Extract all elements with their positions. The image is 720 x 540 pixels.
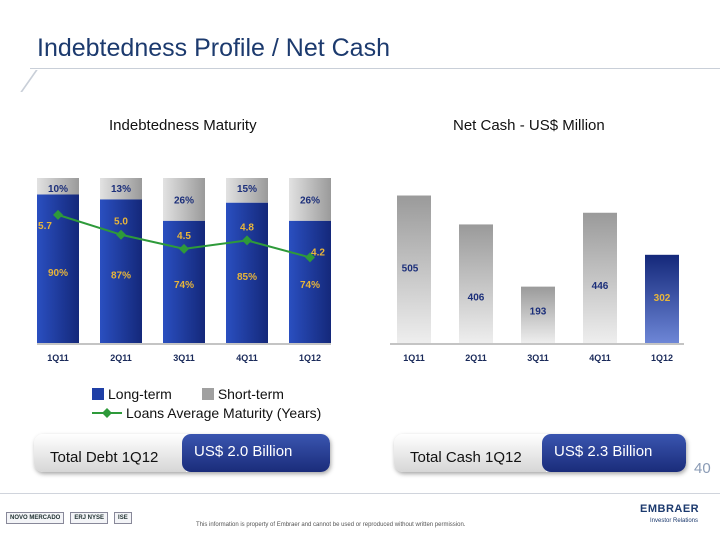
maturity-average-label: 4.2 xyxy=(311,247,325,258)
maturity-chart-title: Indebtedness Maturity xyxy=(109,117,257,134)
maturity-label-long-term: 85% xyxy=(237,272,257,283)
netcash-value-label: 505 xyxy=(402,264,419,275)
logo-erj-nyse: ERJ NYSE xyxy=(70,512,109,524)
footer-logos: NOVO MERCADO ERJ NYSE ISE xyxy=(6,512,132,524)
maturity-label-long-term: 74% xyxy=(300,280,320,291)
netcash-category-label: 1Q11 xyxy=(403,353,425,363)
maturity-category-label: 2Q11 xyxy=(110,353,132,363)
maturity-label-short-term: 15% xyxy=(237,184,257,195)
netcash-bar xyxy=(459,224,493,343)
netcash-category-label: 2Q11 xyxy=(465,353,487,363)
total-debt-value: US$ 2.0 Billion xyxy=(182,434,330,472)
total-cash-callout: Total Cash 1Q12 US$ 2.3 Billion xyxy=(394,434,686,472)
maturity-label-short-term: 26% xyxy=(174,195,194,206)
legend-long-term-swatch xyxy=(92,387,104,400)
title-rule xyxy=(30,68,720,69)
total-debt-label: Total Debt 1Q12 xyxy=(34,434,186,472)
total-debt-callout: Total Debt 1Q12 US$ 2.0 Billion xyxy=(34,434,330,472)
maturity-label-short-term: 26% xyxy=(300,195,320,206)
netcash-bar xyxy=(583,212,617,343)
maturity-average-label: 5.0 xyxy=(114,217,128,228)
footer-disclaimer: This information is property of Embraer … xyxy=(196,522,466,528)
netcash-category-label: 4Q11 xyxy=(589,353,611,363)
netcash-bar xyxy=(645,254,679,343)
netcash-value-label: 302 xyxy=(654,293,671,304)
total-cash-label: Total Cash 1Q12 xyxy=(394,434,546,472)
maturity-average-point xyxy=(116,229,126,240)
maturity-bar-short-term xyxy=(100,178,142,200)
maturity-bar-long-term xyxy=(100,199,142,343)
maturity-label-long-term: 74% xyxy=(174,280,194,291)
legend-long-term: Long-term xyxy=(108,385,172,402)
maturity-label-long-term: 87% xyxy=(111,270,131,281)
maturity-bar-long-term xyxy=(163,220,205,343)
netcash-value-label: 446 xyxy=(592,281,609,292)
maturity-legend: Long-term Short-term Loans Average Matur… xyxy=(92,384,321,422)
legend-avg-maturity: Loans Average Maturity (Years) xyxy=(126,404,322,421)
legend-short-term-swatch xyxy=(201,387,214,400)
maturity-bar-short-term xyxy=(163,178,205,221)
legend-short-term: Short-term xyxy=(217,385,284,402)
netcash-bar xyxy=(521,286,555,343)
maturity-label-short-term: 13% xyxy=(111,184,131,195)
total-cash-value: US$ 2.3 Billion xyxy=(542,434,686,472)
legend-line-swatch xyxy=(92,407,122,418)
maturity-average-label: 4.5 xyxy=(177,231,191,242)
maturity-bar-short-term xyxy=(37,178,79,195)
netcash-category-label: 1Q12 xyxy=(651,353,673,363)
maturity-average-label: 5.7 xyxy=(38,221,52,232)
maturity-average-point xyxy=(305,252,315,263)
maturity-average-label: 4.8 xyxy=(240,222,254,233)
maturity-average-point xyxy=(53,209,63,220)
maturity-bar-short-term xyxy=(289,178,331,221)
maturity-average-point xyxy=(242,235,252,246)
embraer-logo: EMBRAER xyxy=(640,503,700,515)
maturity-category-label: 1Q11 xyxy=(47,353,69,363)
maturity-bar-long-term xyxy=(289,220,331,343)
maturity-bar-long-term xyxy=(226,202,268,343)
logo-ise: ISE xyxy=(114,512,132,524)
maturity-category-label: 4Q11 xyxy=(236,353,258,363)
logo-novo-mercado: NOVO MERCADO xyxy=(6,512,65,524)
page-title: Indebtedness Profile / Net Cash xyxy=(37,34,390,62)
maturity-label-long-term: 90% xyxy=(48,268,68,279)
netcash-category-label: 3Q11 xyxy=(527,353,549,363)
netcash-bar xyxy=(397,195,431,343)
netcash-chart-title: Net Cash - US$ Million xyxy=(453,117,605,134)
page-number: 40 xyxy=(694,460,711,477)
netcash-value-label: 406 xyxy=(468,292,485,303)
maturity-category-label: 3Q11 xyxy=(173,353,195,363)
maturity-label-short-term: 10% xyxy=(48,184,68,195)
footer-rule xyxy=(0,493,720,494)
maturity-average-point xyxy=(179,243,189,254)
netcash-value-label: 193 xyxy=(530,307,547,318)
brand-subtitle: Investor Relations xyxy=(650,518,699,524)
maturity-bar-short-term xyxy=(226,178,268,203)
maturity-category-label: 1Q12 xyxy=(299,353,321,363)
